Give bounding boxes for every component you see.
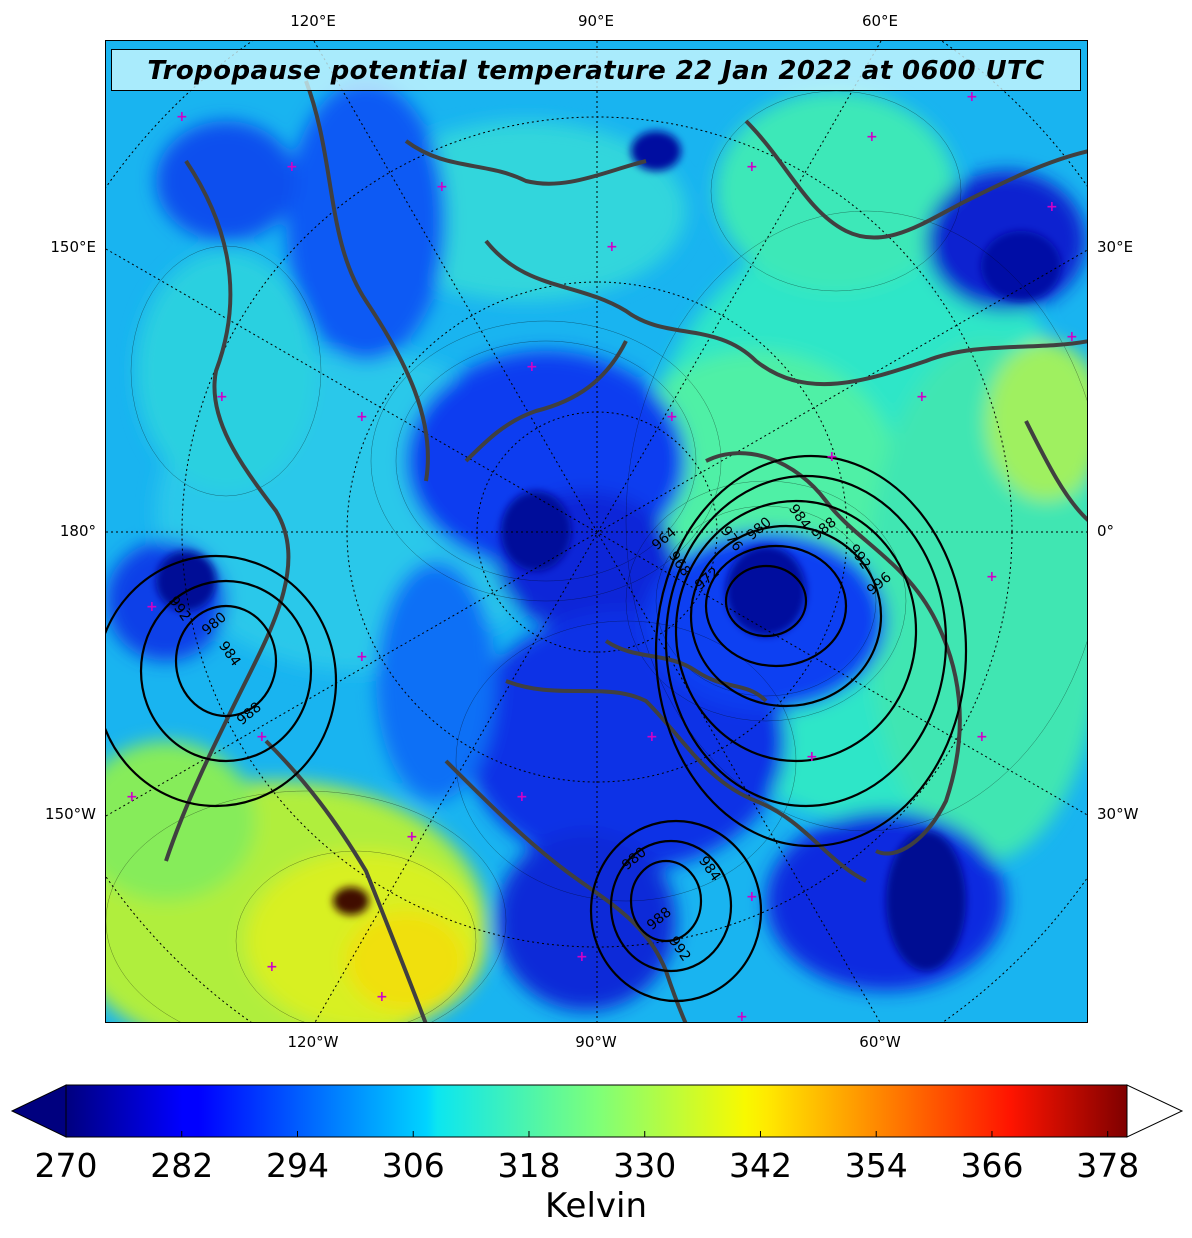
svg-text:+: + xyxy=(826,449,838,465)
svg-text:+: + xyxy=(866,129,878,145)
svg-text:+: + xyxy=(746,889,758,905)
svg-text:+: + xyxy=(576,949,588,965)
svg-text:+: + xyxy=(746,159,758,175)
svg-text:+: + xyxy=(216,389,228,405)
svg-text:+: + xyxy=(286,159,298,175)
colorbar-extend-high xyxy=(1126,1084,1184,1138)
svg-text:+: + xyxy=(666,409,678,425)
lon-label-0: 0° xyxy=(1097,522,1115,540)
svg-text:+: + xyxy=(986,569,998,585)
svg-text:+: + xyxy=(146,599,158,615)
colorbar-tick-label: 342 xyxy=(728,1146,792,1185)
map-title: Tropopause potential temperature 22 Jan … xyxy=(147,56,1045,86)
svg-text:+: + xyxy=(356,649,368,665)
colorbar-tick-label: 306 xyxy=(381,1146,445,1185)
station-markers: + + + + + + + + + + + + + + + + + + + + + + + + + + + + + + xyxy=(126,89,1078,1023)
colorbar-tick-label: 330 xyxy=(613,1146,677,1185)
colorbar-tick-label: 270 xyxy=(34,1146,98,1185)
lon-label-60e: 60°E xyxy=(861,12,899,30)
colorbar xyxy=(10,1084,1184,1138)
svg-text:+: + xyxy=(966,89,978,105)
svg-text:+: + xyxy=(916,389,928,405)
colorbar-tick-label: 366 xyxy=(960,1146,1024,1185)
lon-label-150w: 150°W xyxy=(45,805,96,823)
svg-text:+: + xyxy=(526,359,538,375)
lon-label-120e: 120°E xyxy=(290,12,336,30)
lon-label-30w: 30°W xyxy=(1097,805,1139,823)
lon-label-120w: 120°W xyxy=(287,1033,339,1051)
colorbar-tick-marks xyxy=(65,1131,1109,1137)
colorbar-gradient xyxy=(65,1084,1128,1138)
colorbar-tick-label: 282 xyxy=(150,1146,214,1185)
svg-text:+: + xyxy=(976,729,988,745)
title-box: Tropopause potential temperature 22 Jan … xyxy=(111,49,1081,91)
lon-label-180: 180° xyxy=(59,522,96,540)
tropopause-theta-map: + + + + + + + + + + + + + + + + + + + + + + + + + + + + + + xyxy=(106,41,1087,1023)
svg-text:+: + xyxy=(436,179,448,195)
svg-text:+: + xyxy=(1066,329,1078,345)
svg-text:+: + xyxy=(376,989,388,1005)
svg-text:+: + xyxy=(806,749,818,765)
lon-label-150e: 150°E xyxy=(50,238,96,256)
svg-text:+: + xyxy=(406,829,418,845)
svg-text:+: + xyxy=(266,959,278,975)
svg-text:+: + xyxy=(1046,199,1058,215)
colorbar-extend-low xyxy=(10,1084,67,1138)
colorbar-tick-label: 318 xyxy=(497,1146,561,1185)
svg-text:+: + xyxy=(646,729,658,745)
lon-label-30e: 30°E xyxy=(1097,238,1134,256)
coastlines xyxy=(164,80,1087,1022)
colorbar-tick-label: 378 xyxy=(1076,1146,1140,1185)
svg-text:+: + xyxy=(516,789,528,805)
lon-label-90w: 90°W xyxy=(575,1033,617,1051)
theta-field-shading xyxy=(106,81,1087,1022)
map-panel: + + + + + + + + + + + + + + + + + + + + + + + + + + + + + + … xyxy=(105,40,1088,1023)
svg-text:+: + xyxy=(176,109,188,125)
svg-text:+: + xyxy=(256,729,268,745)
svg-text:+: + xyxy=(736,1009,748,1023)
svg-text:+: + xyxy=(356,409,368,425)
lon-label-90e: 90°E xyxy=(577,12,615,30)
pressure-contours xyxy=(106,454,968,1003)
colorbar-tick-label: 354 xyxy=(844,1146,908,1185)
svg-text:+: + xyxy=(606,239,618,255)
lon-label-60w: 60°W xyxy=(859,1033,901,1051)
svg-text:+: + xyxy=(126,789,138,805)
colorbar-label: Kelvin xyxy=(544,1186,648,1226)
colorbar-tick-label: 294 xyxy=(265,1146,329,1185)
graticule xyxy=(106,41,1087,1022)
